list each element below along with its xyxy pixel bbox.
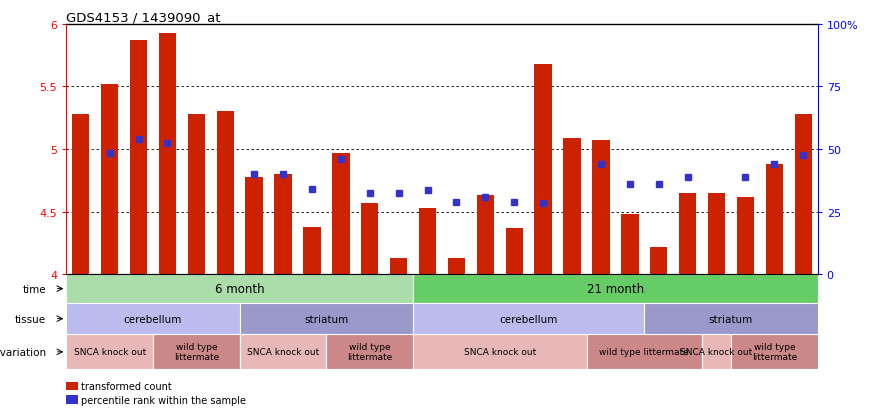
Text: wild type littermate: wild type littermate — [599, 347, 690, 356]
Bar — [72, 115, 89, 274]
Bar — [621, 214, 638, 274]
Text: 6 month: 6 month — [215, 282, 264, 295]
Text: transformed count: transformed count — [80, 381, 171, 391]
Bar — [766, 165, 783, 274]
Bar — [66, 275, 413, 304]
Bar — [240, 304, 413, 335]
Text: SNCA knock out: SNCA knock out — [247, 347, 319, 356]
Bar — [66, 304, 240, 335]
Text: striatum: striatum — [709, 314, 753, 324]
Text: SNCA knock out: SNCA knock out — [73, 347, 146, 356]
Bar — [326, 335, 413, 370]
Text: GDS4153 / 1439090_at: GDS4153 / 1439090_at — [66, 11, 221, 24]
Bar — [708, 193, 725, 274]
Bar — [159, 33, 176, 274]
Bar — [361, 203, 378, 274]
Bar — [506, 228, 523, 274]
Bar — [101, 85, 118, 274]
Bar — [736, 197, 754, 274]
Bar — [419, 208, 436, 274]
Bar — [448, 258, 465, 274]
Bar — [795, 115, 812, 274]
Bar — [702, 335, 731, 370]
Bar — [187, 115, 205, 274]
Text: tissue: tissue — [15, 314, 46, 324]
Bar — [240, 335, 326, 370]
Bar — [66, 382, 78, 390]
Bar — [332, 153, 349, 274]
Bar — [476, 196, 494, 274]
Bar — [413, 275, 818, 304]
Bar — [535, 65, 552, 274]
Bar — [650, 247, 667, 274]
Text: wild type
littermate: wild type littermate — [174, 343, 219, 361]
Text: SNCA knock out: SNCA knock out — [464, 347, 536, 356]
Bar — [679, 193, 697, 274]
Text: cerebellum: cerebellum — [124, 314, 182, 324]
Bar — [413, 304, 644, 335]
Bar — [246, 177, 263, 274]
Text: cerebellum: cerebellum — [499, 314, 558, 324]
Text: genotype/variation: genotype/variation — [0, 347, 46, 357]
Text: percentile rank within the sample: percentile rank within the sample — [80, 394, 246, 405]
Text: wild type
littermate: wild type littermate — [347, 343, 392, 361]
Bar — [592, 141, 610, 274]
Bar — [66, 395, 78, 404]
Bar — [586, 335, 702, 370]
Bar — [217, 112, 234, 274]
Bar — [563, 138, 581, 274]
Bar — [413, 335, 586, 370]
Text: SNCA knock out: SNCA knock out — [681, 347, 752, 356]
Bar — [130, 41, 148, 274]
Text: 21 month: 21 month — [587, 282, 644, 295]
Bar — [66, 335, 153, 370]
Bar — [274, 175, 292, 274]
Text: time: time — [22, 284, 46, 294]
Bar — [644, 304, 818, 335]
Text: striatum: striatum — [304, 314, 348, 324]
Bar — [390, 258, 408, 274]
Text: wild type
littermate: wild type littermate — [751, 343, 797, 361]
Bar — [731, 335, 818, 370]
Bar — [303, 227, 321, 274]
Bar — [153, 335, 240, 370]
